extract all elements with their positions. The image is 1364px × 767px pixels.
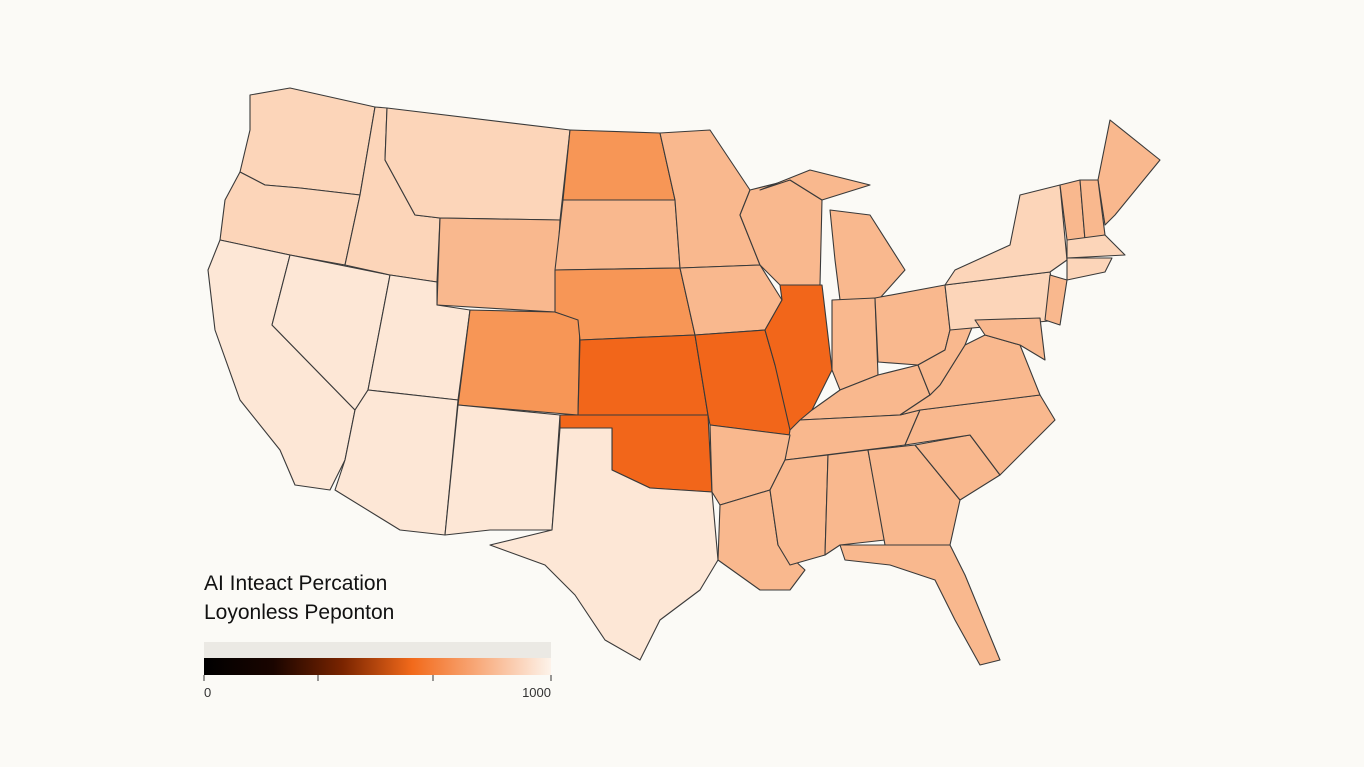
state-al [824, 449, 886, 556]
state-ia [679, 264, 783, 336]
states [207, 87, 1161, 666]
state-wv [917, 319, 976, 396]
tick-label: 1000 [522, 685, 551, 700]
legend-title: AI Inteact Percation [204, 572, 387, 595]
state-nm [444, 404, 561, 536]
state-sd [554, 199, 681, 271]
state-mt [384, 107, 571, 221]
state-wa [239, 87, 376, 196]
state-ny [944, 184, 1068, 286]
state-ct-ri [1066, 257, 1113, 281]
state-fl [839, 544, 1001, 666]
state-in [831, 297, 879, 391]
state-me [1097, 119, 1161, 226]
state-ga [867, 444, 961, 546]
state-mi-up [759, 169, 871, 201]
legend-title: Loyonless Peponton [204, 601, 394, 624]
state-ks [577, 334, 709, 416]
legend: AI Inteact Percation Loyonless Peponton … [203, 572, 552, 700]
state-ma [1066, 234, 1126, 259]
state-wy [436, 217, 561, 313]
state-wi [739, 179, 823, 286]
state-nd [562, 129, 676, 201]
state-md [974, 317, 1046, 361]
state-tx [489, 427, 719, 661]
colorbar-strip [204, 642, 551, 658]
colorbar [204, 658, 551, 675]
state-co [457, 309, 581, 416]
state-mi [829, 209, 906, 301]
state-nj [1044, 274, 1068, 326]
tick-label: 0 [204, 685, 211, 700]
